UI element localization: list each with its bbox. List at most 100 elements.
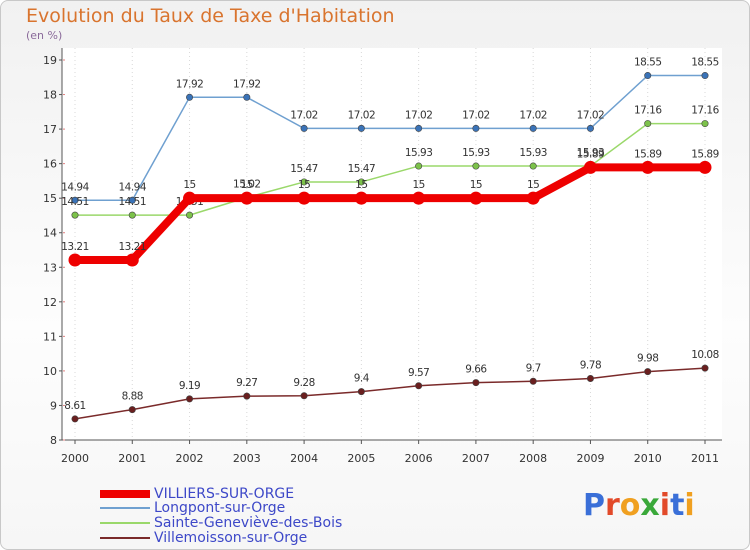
data-point-villiers-sur-orge bbox=[469, 191, 483, 205]
data-label-longpont-sur-orge: 18.55 bbox=[691, 57, 719, 69]
data-point-villiers-sur-orge bbox=[698, 160, 712, 174]
data-point-villemoisson-sur-orge bbox=[357, 388, 365, 396]
data-label-villemoisson-sur-orge: 9.66 bbox=[465, 364, 487, 376]
y-tick-label: 13 bbox=[43, 261, 57, 274]
data-label-villiers-sur-orge: 15 bbox=[298, 179, 310, 191]
data-point-villiers-sur-orge bbox=[412, 191, 426, 205]
data-label-villemoisson-sur-orge: 9.28 bbox=[293, 377, 314, 389]
y-tick-label: 11 bbox=[43, 330, 57, 343]
data-label-villiers-sur-orge: 15 bbox=[241, 179, 253, 191]
y-tick-label: 18 bbox=[43, 89, 57, 102]
data-point-sainte-genevieve-des-bois bbox=[472, 162, 480, 170]
data-label-villemoisson-sur-orge: 9.27 bbox=[236, 377, 257, 389]
series-line-villemoisson-sur-orge bbox=[74, 367, 706, 420]
y-tick-label: 9 bbox=[50, 399, 57, 412]
x-tick-label: 2009 bbox=[576, 452, 604, 465]
data-point-villiers-sur-orge bbox=[583, 160, 597, 174]
data-point-longpont-sur-orge bbox=[186, 93, 194, 101]
data-label-longpont-sur-orge: 14.94 bbox=[118, 181, 146, 193]
data-point-villiers-sur-orge bbox=[526, 191, 540, 205]
data-label-longpont-sur-orge: 17.02 bbox=[405, 109, 433, 121]
x-tick-label: 2003 bbox=[233, 452, 261, 465]
data-label-villemoisson-sur-orge: 9.19 bbox=[179, 380, 200, 392]
data-label-longpont-sur-orge: 17.02 bbox=[577, 109, 605, 121]
data-label-sainte-genevieve-des-bois: 17.16 bbox=[634, 105, 662, 117]
logo-letter: P bbox=[583, 488, 605, 523]
data-point-sainte-genevieve-des-bois bbox=[701, 120, 709, 128]
data-point-villemoisson-sur-orge bbox=[472, 379, 480, 387]
x-tick-label: 2002 bbox=[176, 452, 204, 465]
data-point-villiers-sur-orge bbox=[183, 191, 197, 205]
series-line-villiers-sur-orge bbox=[75, 163, 705, 265]
data-label-villemoisson-sur-orge: 9.7 bbox=[526, 362, 541, 374]
data-point-sainte-genevieve-des-bois bbox=[71, 211, 79, 219]
data-point-villemoisson-sur-orge bbox=[586, 375, 594, 383]
data-label-villemoisson-sur-orge: 9.4 bbox=[354, 373, 370, 385]
data-label-villemoisson-sur-orge: 9.78 bbox=[580, 360, 601, 372]
legend-label-longpont-sur-orge: Longpont-sur-Orge bbox=[154, 500, 286, 516]
data-point-villiers-sur-orge bbox=[354, 191, 368, 205]
data-point-sainte-genevieve-des-bois bbox=[300, 178, 308, 186]
data-point-villemoisson-sur-orge bbox=[644, 368, 652, 376]
data-point-longpont-sur-orge bbox=[644, 72, 652, 80]
y-tick-label: 16 bbox=[43, 158, 57, 171]
data-point-longpont-sur-orge bbox=[472, 124, 480, 132]
data-label-villemoisson-sur-orge: 9.98 bbox=[637, 353, 658, 365]
legend-swatch-sainte-genevieve-des-bois bbox=[100, 522, 150, 524]
data-label-sainte-genevieve-des-bois: 15.93 bbox=[577, 147, 605, 159]
data-point-sainte-genevieve-des-bois bbox=[128, 211, 136, 219]
data-point-villemoisson-sur-orge bbox=[415, 382, 423, 390]
data-label-sainte-genevieve-des-bois: 14.51 bbox=[118, 196, 146, 208]
data-point-villiers-sur-orge bbox=[68, 253, 82, 267]
data-point-longpont-sur-orge bbox=[415, 124, 423, 132]
logo-letter: r bbox=[605, 488, 620, 523]
data-label-villiers-sur-orge: 15.89 bbox=[577, 148, 605, 160]
data-point-longpont-sur-orge bbox=[701, 72, 709, 80]
data-label-villiers-sur-orge: 15 bbox=[183, 179, 195, 191]
x-tick-label: 2000 bbox=[61, 452, 89, 465]
data-label-villiers-sur-orge: 15.89 bbox=[634, 148, 662, 160]
legend-swatch-villiers-sur-orge bbox=[100, 490, 150, 498]
data-point-sainte-genevieve-des-bois bbox=[529, 162, 537, 170]
logo-letter: i bbox=[684, 488, 695, 523]
series-line-sainte-genevieve-des-bois bbox=[75, 122, 705, 216]
proxiti-logo: Proxiti bbox=[583, 488, 695, 523]
y-tick-label: 10 bbox=[43, 365, 57, 378]
data-point-villiers-sur-orge bbox=[641, 160, 655, 174]
data-label-villemoisson-sur-orge: 9.57 bbox=[408, 367, 429, 379]
data-label-sainte-genevieve-des-bois: 14.51 bbox=[61, 196, 89, 208]
logo-letter: t bbox=[670, 488, 685, 523]
data-point-longpont-sur-orge bbox=[586, 124, 594, 132]
data-point-sainte-genevieve-des-bois bbox=[644, 120, 652, 128]
data-label-sainte-genevieve-des-bois: 15.02 bbox=[233, 178, 261, 190]
data-label-villemoisson-sur-orge: 8.88 bbox=[122, 391, 143, 403]
legend-swatch-villemoisson-sur-orge bbox=[100, 537, 150, 539]
logo-letter: i bbox=[659, 488, 671, 523]
data-label-longpont-sur-orge: 14.94 bbox=[61, 181, 89, 193]
data-point-villiers-sur-orge bbox=[297, 191, 311, 205]
data-label-longpont-sur-orge: 17.02 bbox=[519, 109, 547, 121]
data-label-sainte-genevieve-des-bois: 17.16 bbox=[691, 105, 719, 117]
data-label-sainte-genevieve-des-bois: 15.47 bbox=[348, 163, 376, 175]
data-label-sainte-genevieve-des-bois: 15.47 bbox=[290, 163, 318, 175]
y-tick-label: 17 bbox=[43, 123, 57, 136]
data-point-longpont-sur-orge bbox=[71, 196, 79, 204]
plot-area bbox=[62, 48, 722, 440]
chart-title: Evolution du Taux de Taxe d'Habitation bbox=[26, 5, 395, 27]
data-label-sainte-genevieve-des-bois: 15.93 bbox=[405, 147, 433, 159]
legend-label-villiers-sur-orge: VILLIERS-SUR-ORGE bbox=[154, 486, 295, 502]
data-label-longpont-sur-orge: 17.02 bbox=[290, 109, 318, 121]
x-tick-label: 2001 bbox=[118, 452, 146, 465]
data-point-sainte-genevieve-des-bois bbox=[357, 178, 365, 186]
legend-swatch-longpont-sur-orge bbox=[100, 507, 150, 509]
data-label-villiers-sur-orge: 15 bbox=[412, 179, 424, 191]
logo-letter: x bbox=[640, 488, 660, 523]
data-label-villiers-sur-orge: 15 bbox=[527, 179, 539, 191]
data-point-longpont-sur-orge bbox=[300, 124, 308, 132]
x-tick-label: 2011 bbox=[691, 452, 719, 465]
data-label-villiers-sur-orge: 15 bbox=[470, 179, 482, 191]
data-label-villiers-sur-orge: 13.21 bbox=[61, 241, 89, 253]
x-tick-label: 2008 bbox=[519, 452, 547, 465]
data-point-longpont-sur-orge bbox=[128, 196, 136, 204]
y-tick-label: 19 bbox=[43, 54, 57, 67]
